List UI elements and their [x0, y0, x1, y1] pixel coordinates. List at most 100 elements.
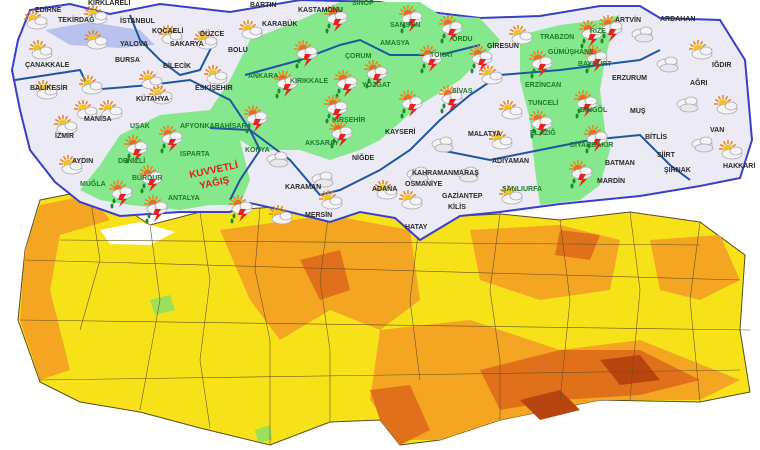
city-label: SİNOP	[352, 0, 374, 7]
partly-cloudy-icon	[79, 75, 103, 95]
city-label: ÇANAKKALE	[25, 62, 70, 69]
city-label: TEKİRDAĞ	[58, 15, 95, 24]
partly-cloudy-icon	[499, 185, 523, 205]
partly-cloudy-icon	[689, 40, 713, 60]
city-label: KOCAELİ	[152, 27, 184, 35]
partly-cloudy-icon	[719, 140, 743, 160]
city-label: HAKKARİ	[723, 162, 755, 170]
city-label: İSTANBUL	[120, 17, 156, 25]
city-label: KARABÜK	[262, 19, 297, 28]
city-label: ORDU	[452, 36, 473, 43]
district-border	[79, 194, 101, 331]
partly-cloudy-icon	[319, 190, 343, 210]
city-label: İZMİR	[55, 132, 74, 140]
cloud-icon	[266, 151, 289, 168]
brown-zone	[520, 355, 660, 420]
city-label: AĞRI	[690, 78, 708, 87]
city-label: SAKARYA	[170, 41, 204, 48]
storm-icon	[584, 45, 608, 74]
city-label: EDİRNE	[35, 6, 62, 14]
city-label: ŞANLIURFA	[502, 186, 542, 193]
city-label: KONYA	[245, 147, 270, 154]
district-border	[489, 213, 501, 420]
city-label: AFYONKARAHİSAR	[180, 122, 247, 130]
city-label: KASTAMONU	[298, 7, 343, 14]
city-label: YALOVA	[120, 41, 148, 48]
city-label: ERZURUM	[612, 75, 647, 82]
district-border	[19, 319, 751, 331]
city-label: MANİSA	[84, 115, 112, 123]
city-label: ADANA	[372, 186, 397, 193]
cloud-icon	[406, 166, 429, 183]
storm-icon	[419, 45, 443, 74]
city-label: MERSİN	[305, 211, 332, 219]
storm-icon	[364, 60, 388, 89]
partly-cloudy-icon	[29, 40, 53, 60]
city-label: ERZİNCAN	[525, 81, 561, 89]
storm-icon	[399, 90, 423, 119]
city-label: BALIKESİR	[30, 84, 68, 92]
partly-cloudy-icon	[34, 80, 58, 100]
partly-cloudy-icon	[714, 95, 738, 115]
partly-cloudy-icon	[374, 180, 398, 200]
city-label: DİYARBAKIR	[570, 141, 613, 149]
storm-icon	[124, 135, 148, 164]
storm-icon	[529, 110, 553, 139]
city-label: RİZE	[590, 27, 606, 35]
city-label: BATMAN	[605, 160, 635, 167]
city-label: UŞAK	[130, 123, 150, 130]
storm-icon	[109, 180, 133, 209]
storm-icon	[334, 70, 358, 99]
city-label: MALATYA	[468, 131, 501, 138]
city-label: KAHRAMANMARAŞ	[412, 170, 479, 177]
storm-icon	[139, 165, 163, 194]
marmara-sea	[100, 222, 175, 245]
city-label: GÜMÜŞHANE	[548, 47, 594, 56]
partly-cloudy-icon	[239, 20, 263, 40]
city-label: HATAY	[405, 224, 428, 231]
partly-cloudy-icon	[269, 205, 293, 225]
storm-icon	[439, 15, 463, 44]
city-label: BİTLİS	[645, 133, 667, 141]
city-label: MUĞLA	[80, 179, 106, 188]
cloud-icon	[311, 171, 334, 188]
partly-cloudy-icon	[139, 70, 163, 90]
storm-icon	[599, 15, 623, 44]
city-label: ESKİŞEHİR	[195, 84, 233, 92]
district-border	[629, 211, 641, 401]
partly-cloudy-icon	[84, 5, 108, 25]
partly-cloudy-icon	[99, 100, 123, 120]
storm-icon	[569, 160, 593, 189]
district-border	[59, 239, 701, 246]
district-border	[39, 369, 741, 381]
city-label: IĞDIR	[712, 60, 731, 69]
partly-cloudy-icon	[399, 190, 423, 210]
district-border	[319, 202, 331, 422]
city-label: AKSARAY	[305, 140, 339, 147]
district-border	[689, 221, 701, 403]
storm-icon	[579, 20, 603, 49]
storm-icon	[324, 95, 348, 124]
storm-icon	[529, 50, 553, 79]
cloud-icon	[631, 26, 654, 43]
partly-cloudy-icon	[54, 115, 78, 135]
city-label: ANTALYA	[168, 195, 200, 202]
city-label: ELAZIĞ	[530, 128, 556, 137]
storm-icon	[574, 90, 598, 119]
city-label: BİNGÖL	[580, 105, 608, 114]
city-label: SAMSUN	[390, 22, 420, 29]
storm-icon	[399, 5, 423, 34]
city-label: MUŞ	[630, 108, 646, 115]
partly-cloudy-icon	[204, 65, 228, 85]
district-border	[409, 217, 421, 381]
partly-cloudy-icon	[509, 25, 533, 45]
district-border	[139, 224, 161, 411]
city-label: TOKAT	[430, 52, 454, 59]
city-label: ÇORUM	[345, 53, 372, 60]
storm-icon	[144, 195, 168, 224]
city-label: KARAMAN	[285, 184, 321, 191]
city-label: ARDAHAN	[660, 16, 695, 23]
region-border	[209, 49, 661, 197]
city-label: ŞIRNAK	[664, 167, 691, 174]
